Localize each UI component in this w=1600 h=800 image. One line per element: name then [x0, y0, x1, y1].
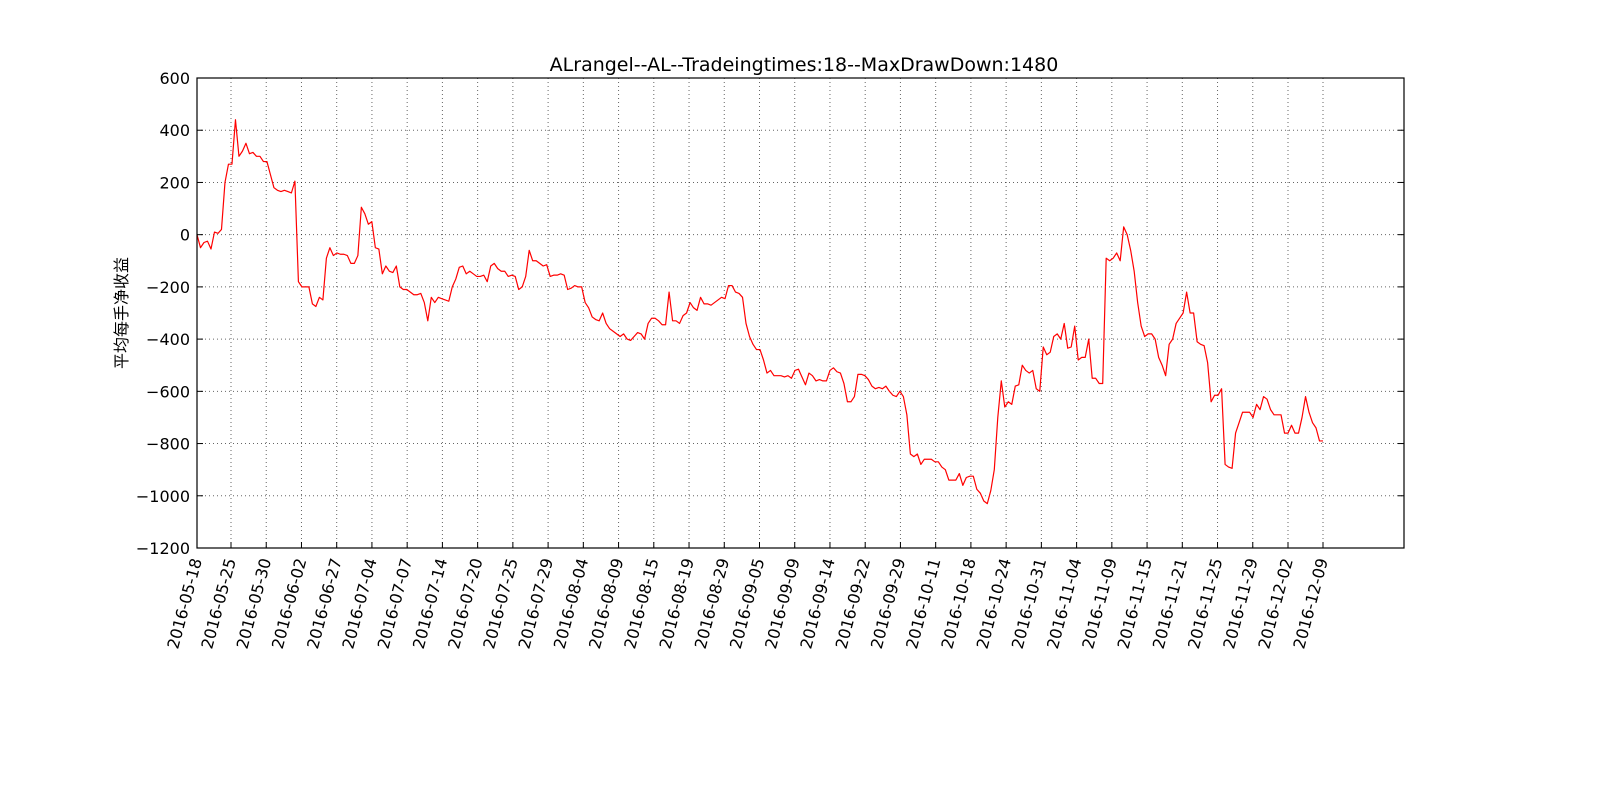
y-tick-label: −800 — [146, 435, 190, 454]
y-tick-label: −1000 — [136, 487, 190, 506]
x-tick-label: 2016-07-20 — [444, 556, 486, 651]
x-tick-label: 2016-10-24 — [973, 556, 1015, 651]
y-tick-label: −200 — [146, 278, 190, 297]
y-tick-label: 600 — [159, 69, 190, 88]
x-tick-label: 2016-05-25 — [197, 556, 239, 651]
x-tick-label: 2016-09-22 — [832, 556, 874, 651]
x-tick-label: 2016-09-09 — [761, 556, 803, 651]
x-tick-label: 2016-08-19 — [655, 556, 697, 651]
x-tick-label: 2016-12-09 — [1289, 556, 1331, 651]
y-tick-label: 400 — [159, 121, 190, 140]
y-axis-label: 平均每手净收益 — [112, 257, 131, 369]
series-layer — [196, 119, 1323, 505]
x-tick-label: 2016-07-04 — [338, 556, 380, 651]
y-tick-label: 200 — [159, 173, 190, 192]
grid-lines — [197, 78, 1404, 548]
x-tick-label: 2016-09-14 — [796, 556, 838, 651]
x-tick-label: 2016-07-07 — [374, 556, 416, 651]
x-tick-label: 2016-10-11 — [902, 556, 944, 651]
x-tick-label: 2016-07-14 — [409, 556, 451, 651]
plot-area-frame — [196, 77, 1405, 549]
x-tick-label: 2016-11-21 — [1149, 556, 1191, 651]
x-tick-label: 2016-11-04 — [1043, 556, 1085, 651]
y-tick-label: −1200 — [136, 539, 190, 558]
y-tick-label: −600 — [146, 382, 190, 401]
x-tick-label: 2016-11-15 — [1114, 556, 1156, 651]
x-tick-label: 2016-07-25 — [479, 556, 521, 651]
x-tick-label: 2016-08-15 — [620, 556, 662, 651]
x-tick-label: 2016-11-09 — [1078, 556, 1120, 651]
x-tick-label: 2016-12-02 — [1254, 556, 1296, 651]
y-tick-label: −400 — [146, 330, 190, 349]
y-axis-ticks: 600 400 200 0 −200 −400 −600 −800 −1000 −1200 — [136, 69, 1404, 558]
x-tick-label: 2016-05-30 — [233, 556, 275, 651]
x-tick-label: 2016-11-25 — [1184, 556, 1226, 651]
x-axis-ticks: 2016-05-182016-05-252016-05-302016-06-02… — [163, 542, 1332, 651]
chart-title: ALrangel--AL--Tradeingtimes:18--MaxDrawD… — [550, 54, 1059, 76]
x-tick-label: 2016-08-29 — [691, 556, 733, 651]
x-tick-label: 2016-09-05 — [726, 556, 768, 651]
x-tick-label: 2016-07-29 — [515, 556, 557, 651]
x-tick-label: 2016-10-31 — [1008, 556, 1050, 651]
x-tick-label: 2016-10-18 — [937, 556, 979, 651]
x-tick-label: 2016-06-27 — [303, 556, 345, 651]
x-tick-label: 2016-06-02 — [268, 556, 310, 651]
y-tick-label: 0 — [180, 226, 190, 245]
x-tick-label: 2016-08-04 — [550, 556, 592, 651]
x-tick-label: 2016-11-29 — [1219, 556, 1261, 651]
x-tick-label: 2016-09-29 — [867, 556, 909, 651]
x-tick-label: 2016-08-09 — [585, 556, 627, 651]
series-line — [196, 119, 1323, 505]
